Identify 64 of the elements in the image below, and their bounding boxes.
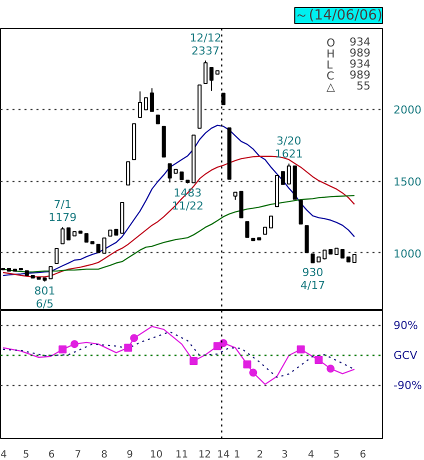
point bbox=[296, 345, 305, 354]
x-tick-label: 6 bbox=[360, 450, 366, 460]
annotation: 12/12 2337 bbox=[190, 32, 222, 58]
y-tick-label: 90% bbox=[394, 318, 418, 332]
candlestick bbox=[322, 250, 327, 260]
candlestick bbox=[150, 88, 154, 112]
x-tick-label: 11 bbox=[175, 450, 188, 460]
x-tick-label: 4 bbox=[308, 450, 314, 460]
candlestick bbox=[245, 221, 250, 238]
text: O 934 bbox=[326, 36, 371, 50]
annotation: 930 4/17 bbox=[300, 266, 326, 292]
point bbox=[70, 340, 79, 348]
line-series bbox=[2, 156, 356, 278]
candlestick bbox=[66, 227, 71, 240]
candlestick bbox=[280, 171, 285, 185]
point bbox=[190, 357, 198, 366]
candlestick bbox=[286, 163, 291, 185]
point bbox=[124, 344, 132, 352]
line-series bbox=[2, 124, 356, 276]
x-tick-label: 5 bbox=[22, 450, 30, 460]
candlestick bbox=[298, 200, 303, 225]
text: C 989 bbox=[326, 68, 371, 82]
point bbox=[219, 339, 228, 348]
x-tick-label: 2 bbox=[256, 450, 264, 460]
x-tick-label: 8 bbox=[101, 450, 108, 460]
annotation: 801 6/5 bbox=[34, 284, 56, 311]
point bbox=[243, 360, 252, 368]
annotation: 7/1 1179 bbox=[48, 198, 77, 224]
annotation: 3/20 1621 bbox=[274, 134, 303, 161]
chart-title: ～(14/06/06) bbox=[294, 8, 383, 24]
x-tick-label: 7 bbox=[74, 450, 82, 460]
text: L 934 bbox=[326, 58, 371, 72]
x-tick-label: 10 bbox=[150, 450, 163, 460]
text: H 989 bbox=[326, 46, 371, 60]
x-tick-label: 14 bbox=[217, 450, 230, 460]
text: △ 55 bbox=[326, 80, 371, 94]
candlestick bbox=[204, 60, 208, 84]
candlestick bbox=[126, 161, 130, 186]
y-tick-label: 1000 bbox=[394, 247, 422, 260]
candlestick bbox=[54, 248, 59, 264]
line-series bbox=[2, 326, 356, 385]
point bbox=[130, 334, 138, 342]
y-tick-label: 2000 bbox=[394, 104, 422, 117]
x-tick-label: 6 bbox=[48, 450, 55, 460]
candlestick bbox=[60, 226, 65, 244]
y-tick-label: 1500 bbox=[394, 176, 422, 189]
candlestick bbox=[138, 90, 142, 118]
y-tick-label: -90% bbox=[394, 378, 422, 392]
y-tick-label: GCV bbox=[394, 348, 418, 362]
x-tick-label: 4 bbox=[0, 450, 7, 460]
line-series bbox=[2, 331, 356, 378]
point bbox=[58, 345, 67, 354]
candlestick bbox=[102, 237, 106, 254]
candlestick bbox=[144, 97, 148, 110]
x-tick-label: 5 bbox=[333, 450, 340, 460]
point bbox=[249, 368, 258, 377]
x-tick-label: 12 bbox=[198, 450, 212, 460]
candlestick bbox=[269, 216, 274, 228]
point bbox=[326, 364, 335, 373]
x-tick-label: 1 bbox=[234, 450, 240, 460]
point bbox=[314, 356, 323, 364]
x-tick-label: 3 bbox=[281, 450, 288, 460]
candlestick bbox=[209, 66, 214, 92]
x-tick-label: 9 bbox=[126, 450, 134, 460]
